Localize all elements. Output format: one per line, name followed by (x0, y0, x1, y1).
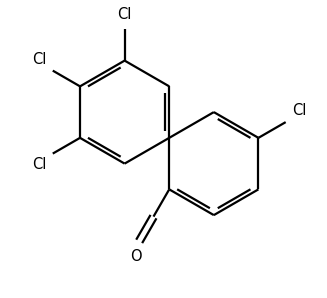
Text: Cl: Cl (32, 157, 46, 172)
Text: Cl: Cl (117, 7, 132, 22)
Text: Cl: Cl (32, 52, 46, 67)
Text: O: O (130, 249, 142, 264)
Text: Cl: Cl (292, 103, 306, 118)
